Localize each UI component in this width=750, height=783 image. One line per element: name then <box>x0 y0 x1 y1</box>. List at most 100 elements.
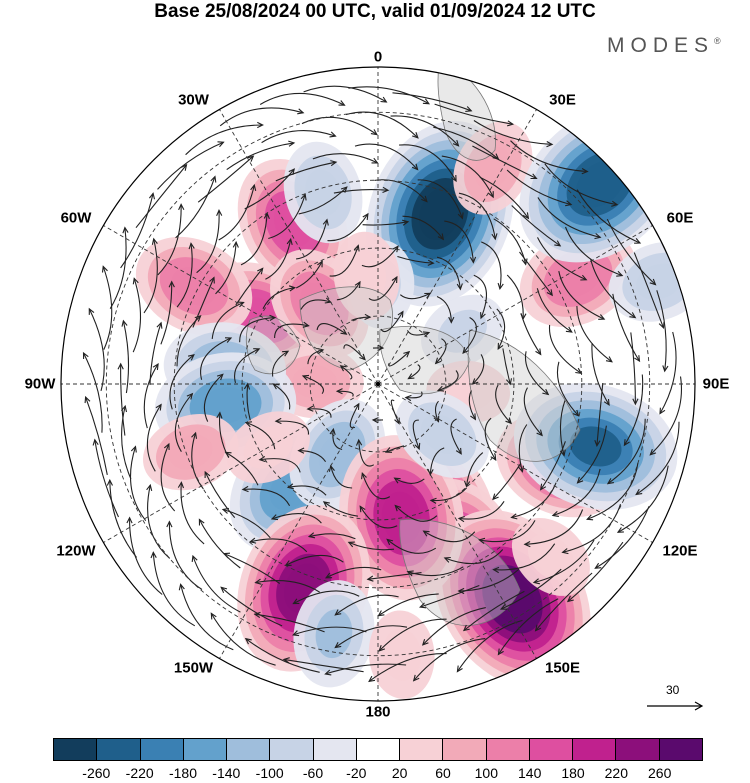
streamline <box>458 501 505 520</box>
parallel-circle <box>173 179 583 589</box>
streamline-arrowhead <box>462 624 470 632</box>
streamline <box>520 313 542 355</box>
longitude-label: 90E <box>702 375 730 393</box>
streamline <box>275 420 309 435</box>
streamline-arrowhead <box>288 285 297 292</box>
streamline-arrowhead <box>450 174 457 183</box>
streamline-arrowhead <box>465 106 473 112</box>
streamline-arrowhead <box>270 514 279 521</box>
anomaly-blob <box>289 399 386 511</box>
meridian-line <box>103 225 379 385</box>
streamline-arrowhead <box>371 157 379 164</box>
streamline-arrowhead <box>353 244 360 252</box>
anomaly-blob <box>293 580 375 688</box>
streamline-arrowhead <box>334 609 342 616</box>
streamline-arrowhead <box>402 219 410 226</box>
streamline <box>121 405 132 480</box>
streamline <box>336 281 361 301</box>
streamline-arrowhead <box>421 639 429 646</box>
streamline <box>143 363 159 429</box>
streamline <box>523 387 543 436</box>
meridian-line <box>377 109 537 385</box>
streamline <box>519 251 553 296</box>
streamline <box>203 373 224 422</box>
streamline <box>412 419 420 450</box>
contour-band <box>201 387 250 424</box>
longitude-label: 150W <box>173 659 214 677</box>
streamline-arrowhead <box>611 200 619 207</box>
contour-band <box>300 282 339 325</box>
streamline-arrowhead <box>616 527 624 533</box>
streamline-arrowhead <box>649 449 657 456</box>
streamline-arrowhead <box>491 233 498 241</box>
reference-arrow-head <box>694 701 704 711</box>
streamline <box>378 593 439 617</box>
streamline <box>192 277 215 328</box>
streamline-arrowhead <box>355 438 363 446</box>
streamline-arrowhead <box>377 610 385 617</box>
streamline <box>399 292 431 300</box>
longitude-label: 120E <box>662 542 698 559</box>
streamline-arrowhead <box>126 516 133 524</box>
contour-band <box>636 263 682 300</box>
streamline <box>423 530 476 543</box>
streamline <box>368 276 398 301</box>
streamline-arrowhead <box>286 237 293 246</box>
streamline-arrowhead <box>329 427 336 435</box>
streamline <box>218 412 230 459</box>
streamline <box>502 348 511 385</box>
streamline <box>422 607 486 646</box>
streamline-arrowhead <box>492 493 499 501</box>
streamline-arrowhead <box>499 604 508 610</box>
colorbar-cell <box>313 739 357 760</box>
streamline <box>271 350 289 377</box>
streamline <box>495 384 512 424</box>
streamline <box>333 189 389 194</box>
streamline-arrowhead <box>433 415 440 423</box>
contour-band <box>555 258 601 297</box>
streamline-arrowhead <box>565 326 573 333</box>
brand-mark: ® <box>714 36 721 46</box>
colorbar-tick-label: -180 <box>168 765 198 781</box>
streamline-arrowhead <box>258 455 266 463</box>
streamline <box>473 274 488 319</box>
streamline <box>327 213 369 242</box>
streamline-arrowhead <box>616 270 624 277</box>
streamline-arrowhead <box>542 388 550 396</box>
streamline <box>633 252 665 328</box>
streamline <box>536 288 573 333</box>
streamline <box>378 618 447 652</box>
streamline <box>88 308 105 392</box>
streamline <box>262 287 295 310</box>
streamline-arrowhead <box>84 395 91 404</box>
streamline-arrowhead <box>434 357 442 365</box>
streamline <box>473 120 553 145</box>
streamline <box>358 439 375 467</box>
streamline <box>219 107 304 127</box>
streamline-arrowhead <box>210 175 217 183</box>
streamline-arrowhead <box>576 476 584 484</box>
streamline-arrowhead <box>566 595 574 603</box>
streamline <box>552 468 601 517</box>
streamline <box>210 613 276 666</box>
streamline-arrowhead <box>393 477 401 484</box>
streamline <box>492 463 522 500</box>
streamline-arrowhead <box>282 657 290 664</box>
streamline-arrowhead <box>456 665 463 673</box>
streamline <box>562 504 622 553</box>
streamline <box>185 124 263 156</box>
streamline <box>635 421 680 495</box>
streamline <box>606 218 656 286</box>
streamline <box>465 452 484 487</box>
scandinavia-landmass <box>437 67 496 161</box>
polar-map <box>60 66 696 702</box>
streamline-arrowhead <box>394 417 400 425</box>
streamline-arrowhead <box>497 342 504 351</box>
streamline <box>533 539 595 584</box>
streamline-arrowhead <box>437 233 445 241</box>
streamline <box>468 390 476 420</box>
streamline <box>348 541 395 551</box>
streamline-arrowhead <box>302 321 310 328</box>
streamline <box>524 351 549 395</box>
streamline-arrowhead <box>429 497 437 504</box>
